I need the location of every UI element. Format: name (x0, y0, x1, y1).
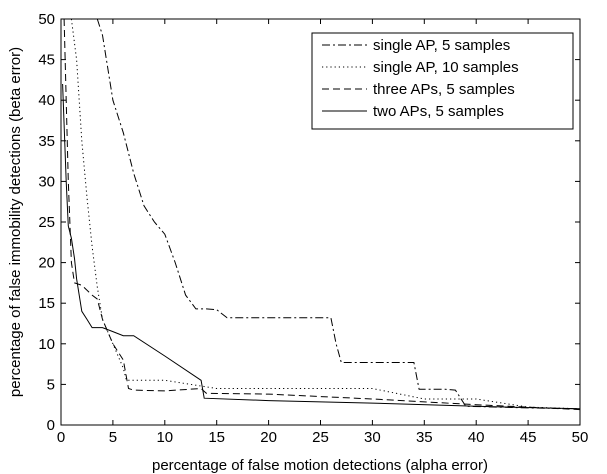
x-tick-label: 25 (312, 429, 329, 446)
y-tick-label: 50 (38, 11, 55, 28)
y-tick-label: 40 (38, 92, 55, 109)
series-lines (62, 18, 581, 411)
series-line-4 (62, 83, 581, 410)
y-tick-label: 25 (38, 214, 55, 231)
x-tick-label: 15 (208, 429, 225, 446)
tick-group: 0 5 10 15 20 25 30 35 40 45 50 0 5 10 15 20 25 30 35 40 45 50 (38, 11, 588, 446)
y-tick-label: 10 (38, 336, 55, 353)
y-axis-label: percentage of false immobility detection… (7, 47, 24, 397)
series-line-3 (63, 18, 581, 411)
legend-label-4: two APs, 5 samples (373, 103, 504, 120)
legend-box (311, 32, 574, 130)
x-tick-label: 10 (156, 429, 173, 446)
y-tick-label: 45 (38, 52, 55, 69)
x-axis-label: percentage of false motion detections (a… (152, 457, 488, 474)
legend-label-1: single AP, 5 samples (373, 37, 510, 54)
x-tick-label: 5 (109, 429, 117, 446)
legend-label-3: three APs, 5 samples (373, 81, 515, 98)
y-tick-label: 35 (38, 133, 55, 150)
y-tick-label: 5 (47, 376, 55, 393)
y-tick-label: 30 (38, 173, 55, 190)
legend-label-2: single AP, 10 samples (373, 59, 519, 76)
x-tick-label: 40 (468, 429, 485, 446)
x-tick-label: 0 (57, 429, 65, 446)
legend: single AP, 5 samples single AP, 10 sample… (311, 32, 574, 130)
y-tick-label: 0 (47, 417, 55, 434)
x-tick-label: 35 (416, 429, 433, 446)
y-tick-label: 20 (38, 255, 55, 272)
series-line-1 (96, 18, 581, 410)
x-tick-label: 45 (520, 429, 537, 446)
x-tick-label: 30 (364, 429, 381, 446)
y-tick-label: 15 (38, 295, 55, 312)
x-tick-label: 50 (572, 429, 589, 446)
x-tick-label: 20 (260, 429, 277, 446)
